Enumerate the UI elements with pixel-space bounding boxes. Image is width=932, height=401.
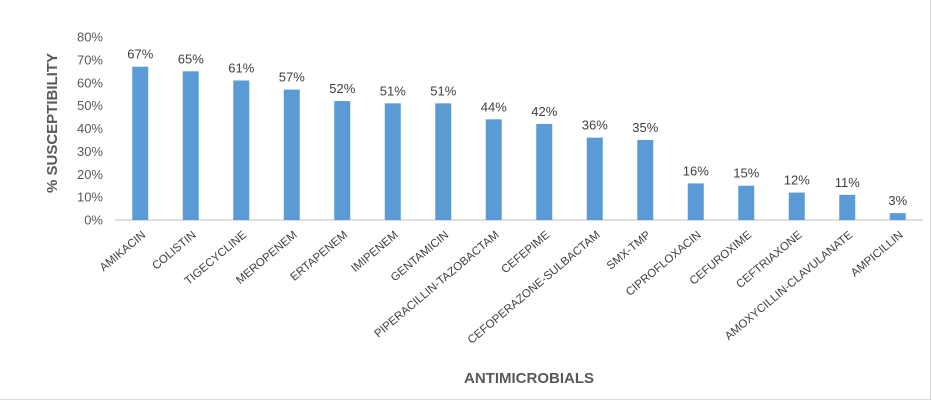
bar [687,183,704,220]
bar [334,101,351,220]
data-label: 44% [481,99,507,114]
y-tick-label: 20% [77,167,103,182]
category-label: SMX-TMP [605,229,654,272]
bar [485,119,502,220]
data-label: 16% [683,163,709,178]
category-label: COLISTIN [150,229,198,272]
bar [435,103,452,220]
bar [536,123,553,220]
bar [586,137,603,220]
data-label: 15% [733,166,759,181]
category-label: IMIPENEM [349,229,400,275]
bar [738,185,755,220]
data-label: 36% [582,118,608,133]
y-tick-label: 60% [77,75,103,90]
category-label: AMIKACIN [98,229,148,274]
data-label: 57% [279,70,305,85]
data-label: 42% [531,104,557,119]
y-tick-label: 0% [84,213,103,228]
bar [384,103,401,220]
data-label: 61% [228,60,254,75]
y-tick-label: 40% [77,121,103,136]
category-label: AMPICILLIN [849,229,906,279]
category-labels: AMIKACIN COLISTINTIGECYCLINEMEROPENEMERTA… [98,229,906,347]
data-label: 12% [784,173,810,188]
bar [132,66,149,220]
y-tick-label: 30% [77,144,103,159]
data-label: 67% [127,47,153,62]
bar [839,194,856,220]
y-tick-label: 50% [77,98,103,113]
bars [132,66,906,221]
data-label: 51% [380,83,406,98]
y-axis-title: % SUSCEPTIBILITY [44,53,61,193]
bar [637,139,654,220]
x-axis-title: ANTIMICROBIALS [464,370,594,387]
bar [283,89,300,220]
data-label: 51% [430,83,456,98]
y-tick-label: 80% [77,30,103,45]
y-tick-label: 10% [77,190,103,205]
bar [182,71,199,220]
y-axis-ticks: 0% 10% 20% 30% 40% 50% 60% 70% 80% [77,30,103,228]
bar [233,80,250,221]
data-labels: 67% 65% 61% 57% 52% 51% 51% 44% 42% 36% 35% 16% 15% 1… [127,47,907,208]
y-tick-label: 70% [77,52,103,67]
data-label: 52% [329,81,355,96]
data-label: 3% [888,193,907,208]
data-label: 65% [178,51,204,66]
data-label: 35% [632,120,658,135]
data-label: 11% [835,175,860,190]
bar [889,213,906,220]
category-label: CEFEPIME [499,229,552,276]
bar [788,192,805,220]
